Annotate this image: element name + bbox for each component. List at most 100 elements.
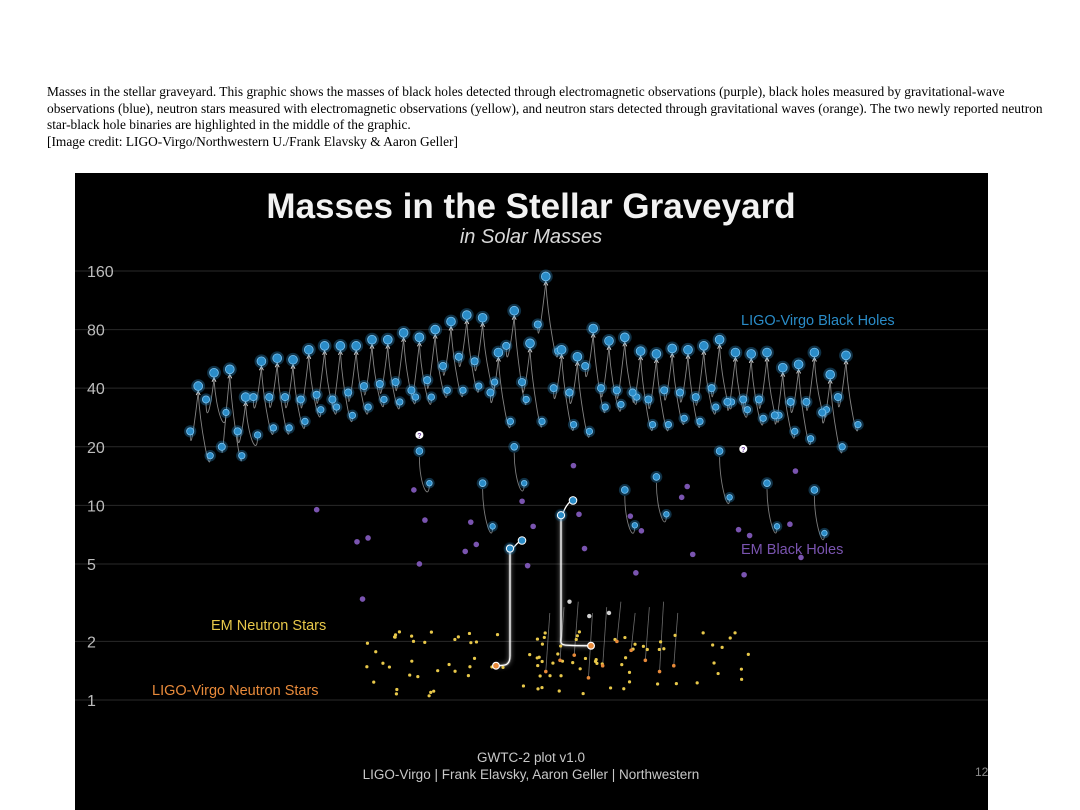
em-ns-point-88 [577, 630, 582, 634]
ligo-bh-secondary-20 [522, 395, 530, 404]
em-ns-point-63 [453, 669, 457, 673]
ligo-bh-secondary-12 [396, 398, 404, 406]
ligo-bh-primary-24 [565, 388, 574, 397]
em-ns-point-23 [548, 674, 552, 678]
em-ns-point-6 [622, 687, 626, 691]
ligo-bh-merger-33-link-b [719, 345, 733, 410]
em-bh-point-3 [638, 528, 645, 534]
ligo-bh-merger-10-link-b [355, 351, 369, 415]
ligo-bh-primary-14 [407, 386, 416, 395]
unknown-object-marker-1 [739, 444, 748, 453]
em-ns-point-31 [535, 656, 539, 660]
ligo-bh-primary-16 [438, 362, 447, 371]
ligo-bh-secondary-41 [854, 420, 862, 429]
ligo-bh-remnant-15 [430, 324, 441, 335]
ligo-bh-merger-39-arrow [811, 356, 817, 362]
em-ns-point-78 [536, 663, 540, 668]
em-ns-point-19 [423, 640, 427, 644]
ligo-bh-merger-14-arrow [416, 341, 422, 347]
ligo-bh-merger-41-link-b [845, 361, 859, 432]
em-ns-point-69 [365, 641, 370, 645]
em-bh-point-21 [627, 513, 634, 519]
ligo-bh-secondary-10 [364, 403, 372, 411]
ligo-bh-mid-primary-5 [726, 494, 733, 501]
ligo-ns-point-4 [600, 663, 605, 668]
ligo-bh-primary-20 [502, 341, 511, 350]
em-ns-point-16 [429, 630, 434, 634]
ligo-bh-merger-5-link-b [276, 364, 290, 435]
em-ns-point-50 [411, 639, 416, 643]
ligo-ns-link-9 [673, 612, 679, 666]
ligo-bh-mid-primary-2 [521, 479, 528, 487]
ligo-bh-merger-18-link-a [474, 323, 484, 372]
ligo-bh-merger-28-link-b [640, 357, 654, 432]
ligo-bh-secondary-28 [648, 420, 657, 429]
ligo-bh-remnant-22 [540, 271, 551, 282]
ligo-bh-primary-40 [818, 408, 827, 417]
em-ns-point-66 [608, 686, 613, 690]
ligo-bh-merger-34-arrow [732, 356, 738, 362]
em-bh-point-18 [792, 468, 799, 474]
ligo-bh-secondary-23 [569, 420, 578, 429]
em-ns-point-26 [416, 675, 420, 679]
ligo-bh-merger-3-link-a [237, 403, 247, 444]
ligo-bh-merger-17-arrow [464, 319, 470, 325]
y-tick-label-2: 2 [87, 634, 96, 651]
ligo-bh-mid-remnant-4 [652, 473, 661, 481]
nsbh-bh-point-1 [556, 511, 566, 520]
ligo-bh-merger-19-link-a [489, 358, 499, 404]
em-ns-point-35 [655, 682, 660, 686]
ligo-bh-remnant-19 [493, 347, 504, 358]
ligo-bh-merger-5-link-a [268, 364, 278, 408]
ligo-bh-primary-33 [707, 384, 716, 393]
ligo-bh-merger-41-link-a [837, 361, 847, 408]
ligo-bh-remnant-16 [446, 316, 456, 327]
ligo-bh-merger-28-arrow [638, 355, 644, 361]
ligo-bh-merger-19-arrow [495, 356, 501, 362]
y-tick-label-40: 40 [87, 381, 105, 398]
ligo-bh-merger-12-arrow [385, 343, 391, 349]
footer-version: GWTC-2 plot v1.0 [477, 750, 585, 765]
ligo-bh-secondary-8 [332, 403, 341, 411]
ligo-bh-primary-4 [249, 393, 258, 402]
em-ns-point-87 [673, 633, 677, 637]
unknown-object-label-0: ? [417, 433, 421, 440]
ligo-bh-merger-40-link-a [821, 380, 831, 424]
ligo-bh-mid-primary-6 [773, 523, 781, 530]
ligo-bh-remnant-1 [209, 367, 219, 378]
em-ns-point-72 [645, 647, 649, 652]
ligo-bh-primary-31 [676, 388, 685, 397]
ligo-bh-mid-remnant-7 [810, 486, 819, 494]
ligo-bh-merger-36-arrow [764, 356, 770, 362]
ligo-bh-merger-31-arrow [685, 353, 691, 359]
ligo-bh-merger-41-arrow [843, 359, 849, 365]
y-tick-label-1: 1 [87, 693, 96, 710]
y-tick-label-10: 10 [87, 498, 105, 515]
y-tick-label-5: 5 [87, 557, 96, 574]
ligo-ns-link-7 [644, 607, 650, 661]
ligo-bh-mid-link-6 [766, 489, 778, 534]
ligo-bh-merger-3-arrow [243, 401, 249, 407]
mass-gap-point-0 [567, 599, 572, 604]
em-bh-point-0 [313, 506, 320, 513]
ligo-bh-mid-link-1 [482, 489, 494, 534]
em-ns-point-0 [556, 652, 560, 656]
ligo-bh-mid-primary-3 [631, 522, 638, 529]
em-ns-point-55 [453, 637, 457, 642]
em-ns-point-27 [540, 685, 544, 690]
ligo-bh-primary-12 [375, 380, 384, 389]
ligo-bh-merger-17-link-a [458, 321, 468, 367]
ligo-bh-merger-17-link-b [466, 321, 480, 393]
ligo-ns-point-7 [643, 658, 648, 663]
em-ns-point-33 [540, 659, 544, 664]
ligo-ns-point-8 [657, 669, 662, 674]
em-bh-point-5 [365, 535, 371, 541]
ligo-bh-merger-32-link-b [703, 351, 717, 415]
em-ns-point-75 [395, 687, 399, 692]
ligo-bh-merger-26-link-b [608, 346, 622, 412]
ligo-bh-primary-6 [280, 393, 289, 402]
ligo-bh-secondary-14 [427, 393, 435, 401]
unknown-object-marker-0 [415, 430, 424, 439]
nsbh-track-glow-0 [495, 548, 512, 668]
ligo-bh-merger-38-link-a [790, 370, 800, 414]
